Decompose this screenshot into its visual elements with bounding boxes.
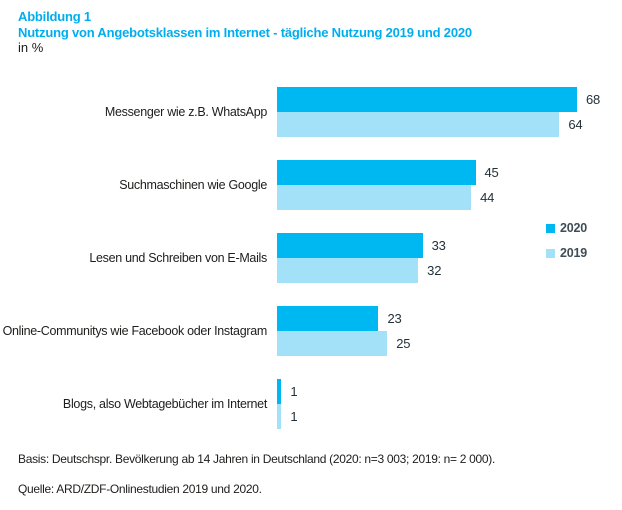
bar-group-messenger: Messenger wie z.B. WhatsApp 68 64: [0, 87, 622, 137]
bar-2019: [277, 258, 419, 283]
bar-pair: 45 44: [277, 160, 499, 210]
legend-swatch-2019: [546, 248, 555, 258]
value-label-2020: 33: [431, 238, 446, 253]
bar-pair: 33 32: [277, 233, 446, 283]
bar-pair: 68 64: [277, 87, 600, 137]
source-note: Quelle: ARD/ZDF-Onlinestudien 2019 und 2…: [18, 482, 262, 496]
category-label: Lesen und Schreiben von E-Mails: [89, 250, 267, 265]
bar-group-suchmaschinen: Suchmaschinen wie Google 45 44: [0, 160, 622, 210]
bar-2019: [277, 185, 472, 210]
value-label-2019: 32: [427, 263, 442, 278]
basis-note: Basis: Deutschspr. Bevölkerung ab 14 Jah…: [18, 452, 496, 466]
chart-header: Abbildung 1 Nutzung von Angebotsklassen …: [18, 9, 472, 56]
value-label-2019: 1: [290, 409, 298, 424]
category-label: Blogs, also Webtagebücher im Internet: [62, 396, 267, 411]
category-label: Online-Communitys wie Facebook oder Inst…: [2, 323, 268, 338]
value-label-2020: 68: [586, 92, 601, 107]
bar-2020: [277, 379, 282, 404]
value-label-2020: 45: [484, 165, 499, 180]
bar-group-emails: Lesen und Schreiben von E-Mails 33 32: [0, 233, 622, 283]
bar-2020: [277, 306, 379, 331]
value-label-2020: 23: [387, 311, 402, 326]
value-label-2019: 44: [480, 190, 495, 205]
bar-2020: [277, 233, 423, 258]
category-label: Messenger wie z.B. WhatsApp: [104, 104, 267, 119]
bar-group-communitys: Online-Communitys wie Facebook oder Inst…: [0, 306, 622, 356]
legend-swatch-2020: [546, 223, 555, 233]
unit-label: in %: [18, 40, 44, 55]
legend-label-2019: 2019: [560, 246, 588, 260]
chart-title: Nutzung von Angebotsklassen im Internet …: [18, 24, 472, 40]
bar-pair: 23 25: [277, 306, 411, 356]
figure-label: Abbildung 1: [18, 9, 91, 24]
bar-pair: 1 1: [277, 379, 298, 429]
legend: 2020 2019: [546, 221, 587, 271]
legend-label-2020: 2020: [560, 221, 588, 235]
bar-chart: Messenger wie z.B. WhatsApp 68 64 Suchma…: [0, 87, 622, 452]
bar-2020: [277, 87, 577, 112]
legend-item-2019: 2019: [546, 246, 587, 260]
bar-2020: [277, 160, 476, 185]
value-label-2020: 1: [290, 384, 298, 399]
value-label-2019: 64: [568, 117, 583, 132]
bar-2019: [277, 404, 282, 429]
category-label: Suchmaschinen wie Google: [119, 177, 267, 192]
legend-item-2020: 2020: [546, 221, 587, 235]
bar-2019: [277, 331, 388, 356]
bar-2019: [277, 112, 560, 137]
value-label-2019: 25: [396, 336, 411, 351]
bar-group-blogs: Blogs, also Webtagebücher im Internet 1 …: [0, 379, 622, 429]
